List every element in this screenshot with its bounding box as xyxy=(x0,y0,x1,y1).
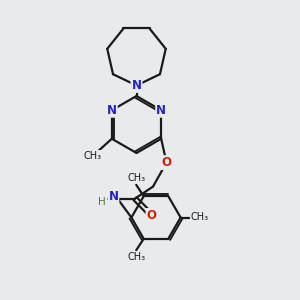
Text: O: O xyxy=(146,209,157,222)
Text: N: N xyxy=(107,104,117,117)
Text: N: N xyxy=(108,190,118,203)
Text: CH₃: CH₃ xyxy=(127,173,145,183)
Text: N: N xyxy=(156,104,166,117)
Text: H: H xyxy=(98,197,105,207)
Text: O: O xyxy=(161,156,172,169)
Text: CH₃: CH₃ xyxy=(127,252,145,262)
Text: CH₃: CH₃ xyxy=(84,151,102,160)
Text: CH₃: CH₃ xyxy=(190,212,208,223)
Text: N: N xyxy=(131,79,142,92)
